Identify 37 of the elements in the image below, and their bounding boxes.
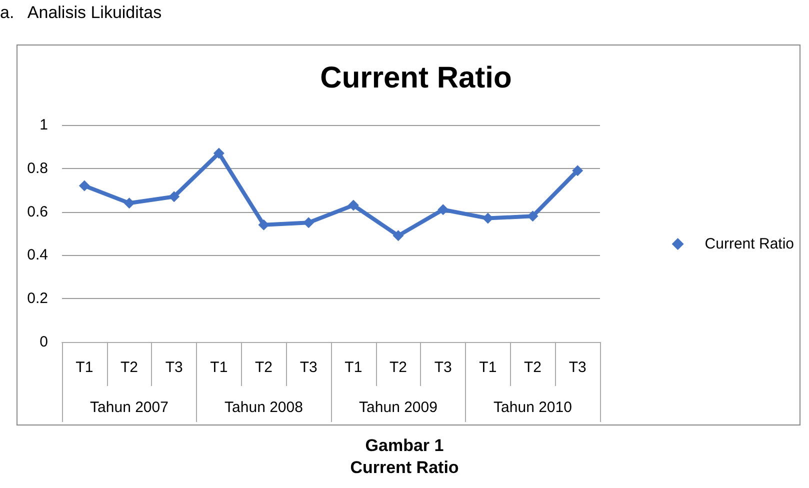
y-tick-label: 0.6 — [27, 203, 48, 220]
legend-label: Current Ratio — [704, 236, 794, 252]
point — [348, 200, 359, 211]
x-tick-label: T3 — [434, 359, 452, 376]
point — [213, 148, 224, 159]
x-tick-label: T1 — [76, 359, 94, 376]
x-tick-label: T1 — [344, 359, 362, 376]
x-tick-label: T2 — [120, 359, 138, 376]
x-tick-label: T1 — [479, 359, 497, 376]
point — [124, 198, 135, 209]
text: a. Analisis Likuiditas — [0, 3, 162, 22]
chart-title: Current Ratio — [320, 62, 512, 94]
x-tick-label: T3 — [165, 359, 183, 376]
text: Tahun 2007 — [90, 399, 168, 416]
y-tick-label: 1 — [40, 116, 48, 134]
y-tick-label: 0.4 — [27, 246, 48, 264]
x-tick-label: T3 — [568, 359, 586, 376]
point — [482, 212, 494, 224]
y-tick-label: 0.2 — [27, 290, 48, 308]
x-tick-label: T3 — [300, 359, 318, 376]
point — [572, 165, 584, 176]
y-tick-label: 0.8 — [27, 160, 48, 177]
x-tick-label: T2 — [254, 359, 273, 376]
x-tick-label: T2 — [524, 359, 542, 376]
x-tick-label: T1 — [210, 359, 228, 376]
point — [392, 230, 404, 242]
text: Tahun 2008 — [224, 399, 303, 416]
point — [303, 217, 314, 228]
text: Tahun 2009 — [359, 399, 438, 416]
point — [78, 180, 90, 192]
text: Gambar 1 — [365, 436, 444, 455]
point — [168, 191, 180, 202]
x-tick-label: T2 — [389, 359, 408, 376]
text: Current Ratio — [350, 458, 459, 477]
y-tick-label: 0 — [40, 334, 48, 350]
point — [438, 204, 449, 216]
text: Tahun 2010 — [494, 399, 572, 416]
